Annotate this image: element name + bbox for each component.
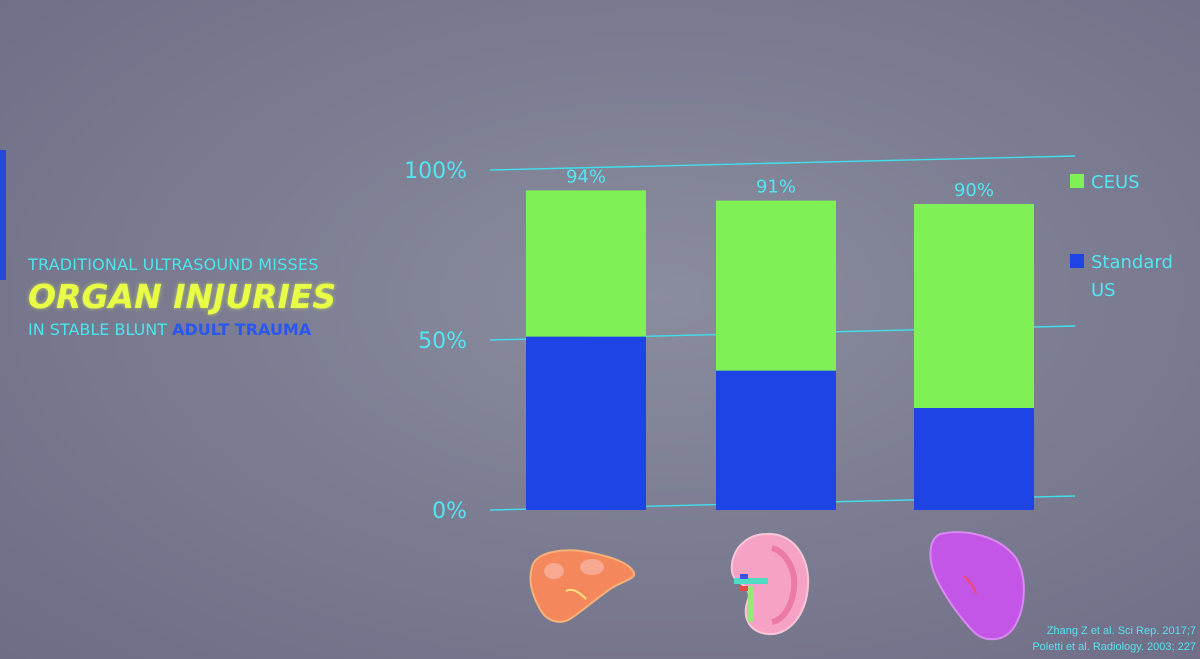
slide-edge-accent	[0, 150, 6, 280]
legend-label: CEUS	[1091, 172, 1140, 193]
headline-line-3-accent: ADULT TRAUMA	[172, 320, 312, 339]
y-tick-label: 100%	[404, 159, 467, 184]
liver-icon	[529, 549, 636, 623]
legend-label: Standard	[1091, 252, 1173, 273]
bar-total-label: 91%	[756, 177, 796, 198]
spleen-icon	[929, 531, 1025, 641]
legend-swatch	[1070, 174, 1084, 188]
bar-total-label: 90%	[954, 180, 994, 201]
bar-segment-ceus	[716, 200, 836, 371]
citation: Zhang Z et al. Sci Rep. 2017;7 Poletti e…	[1032, 623, 1196, 655]
headline-emphasis: ORGAN INJURIES	[28, 277, 337, 316]
legend-swatch	[1070, 254, 1084, 268]
bar-segment-standard-us	[914, 408, 1034, 510]
bar-segment-ceus	[914, 204, 1034, 408]
bar-segment-standard-us	[716, 370, 836, 510]
bar-total-label: 94%	[566, 166, 606, 187]
kidney-icon	[730, 532, 810, 636]
slide-headline: TRADITIONAL ULTRASOUND MISSES ORGAN INJU…	[28, 255, 336, 339]
headline-line-3: IN STABLE BLUNT ADULT TRAUMA	[28, 320, 336, 339]
bar-segment-ceus	[526, 190, 646, 337]
y-tick-label: 0%	[432, 499, 467, 524]
citation-line-1: Zhang Z et al. Sci Rep. 2017;7	[1046, 625, 1196, 637]
headline-line-1: TRADITIONAL ULTRASOUND MISSES	[28, 255, 319, 274]
bar-segment-standard-us	[526, 336, 646, 510]
headline-line-3-prefix: IN STABLE BLUNT	[28, 320, 173, 339]
y-gridline	[489, 155, 1076, 171]
y-tick-label: 50%	[418, 329, 467, 354]
legend-label: US	[1091, 280, 1116, 301]
citation-line-2: Poletti et al. Radiology. 2003; 227	[1032, 641, 1196, 653]
